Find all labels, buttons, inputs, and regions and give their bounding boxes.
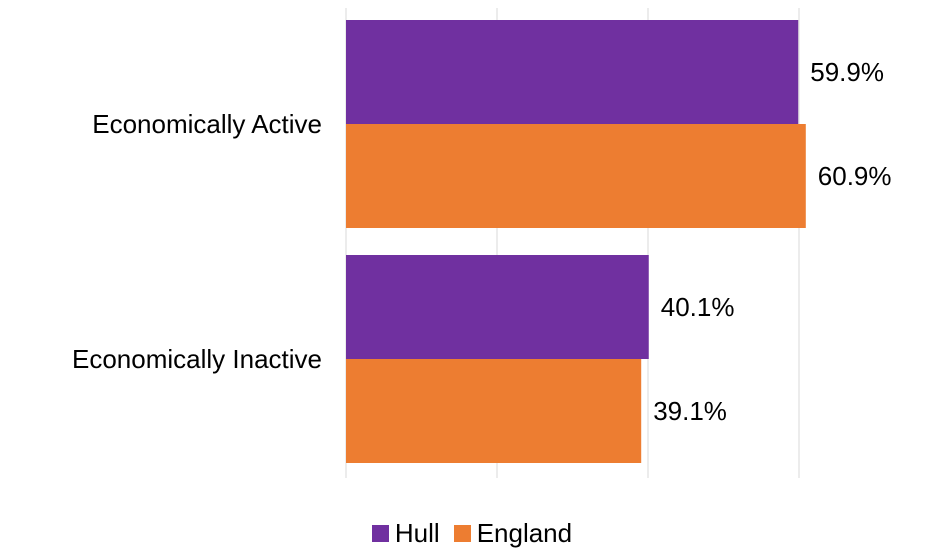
data-label-hull-0: 59.9%: [810, 57, 884, 87]
bar-hull-0: [346, 20, 799, 124]
bars: [346, 20, 806, 463]
bar-england-0: [346, 124, 806, 228]
legend-item-hull: Hull: [371, 518, 440, 549]
legend-label-england: England: [476, 518, 573, 548]
data-labels: 59.9% 60.9% 40.1% 39.1%: [653, 57, 891, 426]
category-label-1: Economically Inactive: [72, 344, 322, 374]
data-label-hull-1: 40.1%: [661, 292, 735, 322]
data-label-england-0: 60.9%: [818, 161, 892, 191]
bar-hull-1: [346, 255, 649, 359]
category-labels: Economically Active Economically Inactive: [72, 109, 322, 374]
legend: Hull England: [0, 518, 944, 549]
legend-swatch-hull: [371, 525, 389, 542]
legend-label-hull: Hull: [394, 518, 440, 548]
data-label-england-1: 39.1%: [653, 396, 727, 426]
legend-item-england: England: [453, 518, 573, 549]
bar-chart: 59.9% 60.9% 40.1% 39.1% Economically Active…: [72, 8, 892, 478]
category-label-0: Economically Active: [92, 109, 322, 139]
bar-england-1: [346, 359, 642, 463]
legend-swatch-england: [453, 525, 471, 542]
